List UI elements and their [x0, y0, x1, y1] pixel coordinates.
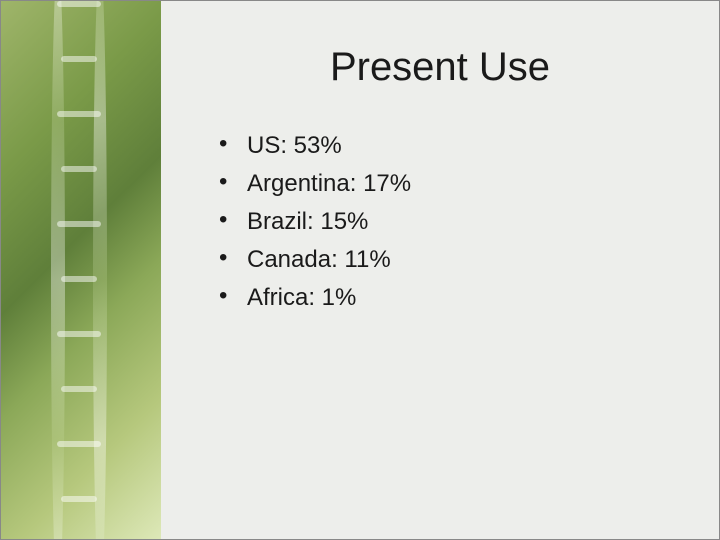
list-item: • Argentina: 17%: [219, 170, 719, 198]
list-item: • US: 53%: [219, 132, 719, 160]
sidebar-decorative-image: [1, 1, 161, 539]
bullet-label: US: 53%: [247, 132, 342, 160]
dna-helix-graphic: [51, 1, 121, 539]
bullet-icon: •: [219, 246, 247, 270]
bullet-label: Canada: 11%: [247, 246, 391, 274]
bullet-label: Africa: 1%: [247, 284, 356, 312]
list-item: • Africa: 1%: [219, 284, 719, 312]
slide-content: Present Use • US: 53% • Argentina: 17% •…: [161, 1, 719, 539]
slide: Present Use • US: 53% • Argentina: 17% •…: [0, 0, 720, 540]
bullet-label: Brazil: 15%: [247, 208, 368, 236]
bullet-icon: •: [219, 208, 247, 232]
slide-title: Present Use: [161, 45, 719, 90]
bullet-list: • US: 53% • Argentina: 17% • Brazil: 15%…: [219, 132, 719, 312]
list-item: • Canada: 11%: [219, 246, 719, 274]
bullet-icon: •: [219, 132, 247, 156]
bullet-icon: •: [219, 170, 247, 194]
bullet-icon: •: [219, 284, 247, 308]
bullet-label: Argentina: 17%: [247, 170, 411, 198]
list-item: • Brazil: 15%: [219, 208, 719, 236]
